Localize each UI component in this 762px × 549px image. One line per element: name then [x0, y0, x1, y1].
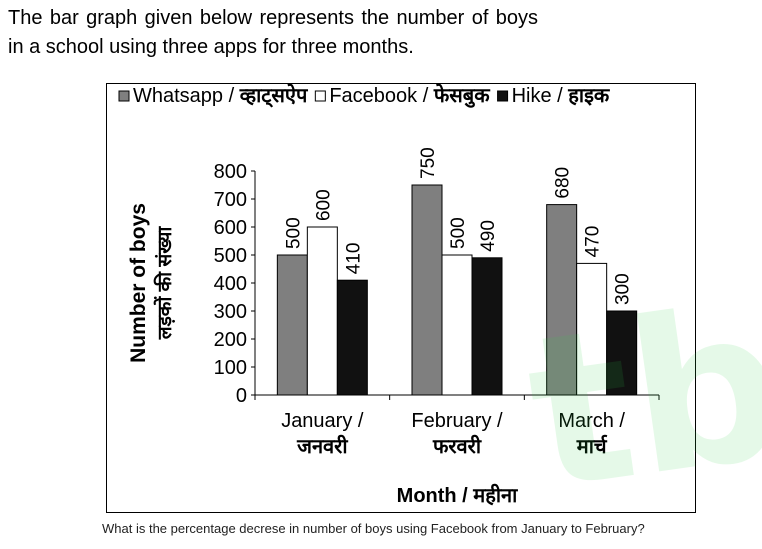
legend-label-hi: फेसबुक — [433, 84, 491, 108]
data-label: 680 — [553, 167, 574, 199]
y-tick-label: 0 — [236, 385, 247, 407]
data-label: 750 — [418, 147, 439, 179]
intro-text: The bar graph given below represents the… — [8, 7, 538, 58]
bar-2-2 — [441, 254, 473, 396]
bar-1-3 — [546, 204, 578, 396]
bar-chart: Whatsapp / व्हाट्सऐप Facebook / फेसबुक Hik… — [118, 84, 660, 507]
x-tick-label: February / — [411, 410, 503, 432]
legend-label-1: Whatsapp / व्हाट्सऐप — [133, 84, 309, 108]
bar-1-2 — [411, 184, 443, 396]
legend-label-2: Facebook / फेसबुक — [329, 84, 491, 108]
data-label: 490 — [478, 220, 499, 252]
x-axis-title: Month / महीना — [397, 483, 519, 507]
legend-label-hi: व्हाट्सऐप — [239, 84, 309, 108]
legend-swatch-2 — [314, 90, 326, 102]
data-label: 470 — [583, 226, 604, 258]
data-label: 500 — [283, 217, 304, 249]
bar-3-3 — [606, 310, 638, 396]
y-tick-label: 400 — [214, 273, 247, 295]
legend-label-3: Hike / हाइक — [512, 85, 611, 107]
y-axis-title-hi: लड़कों की संख्या — [153, 226, 176, 341]
y-axis-title: Number of boys — [127, 203, 150, 363]
legend-label-hi: हाइक — [567, 85, 611, 107]
x-tick-label: March / — [558, 410, 625, 432]
x-tick-label: January / — [281, 410, 364, 432]
x-tick-label-hi: मार्च — [576, 434, 608, 458]
y-tick-label: 100 — [214, 357, 247, 379]
question-text: What is the percentage decrese in number… — [102, 521, 645, 536]
legend-label-en: Facebook / — [329, 85, 434, 107]
x-tick-label-hi: जनवरी — [296, 434, 348, 458]
y-tick-label: 500 — [214, 245, 247, 267]
y-tick-label: 700 — [214, 189, 247, 211]
data-label: 600 — [313, 189, 334, 221]
legend-swatch-1 — [118, 90, 130, 102]
y-tick-label: 200 — [214, 329, 247, 351]
x-tick-label-hi: फरवरी — [432, 434, 482, 458]
legend-swatch-3 — [497, 90, 509, 102]
legend-label-en: Whatsapp / — [133, 85, 240, 107]
data-label: 410 — [343, 242, 364, 274]
y-tick-label: 600 — [214, 217, 247, 239]
bar-3-2 — [471, 257, 503, 396]
chart-frame: Whatsapp / व्हाट्सऐप Facebook / फेसबुक Hik… — [106, 83, 696, 513]
y-tick-label: 300 — [214, 301, 247, 323]
legend-label-en: Hike / — [512, 85, 569, 107]
bar-2-3 — [576, 262, 608, 396]
data-label: 300 — [613, 273, 634, 305]
watermark: tb — [515, 259, 762, 538]
y-tick-label: 800 — [214, 161, 247, 183]
data-label: 500 — [448, 217, 469, 249]
bar-3-1 — [336, 279, 368, 396]
bar-1-1 — [276, 254, 308, 396]
bar-2-1 — [306, 226, 338, 396]
